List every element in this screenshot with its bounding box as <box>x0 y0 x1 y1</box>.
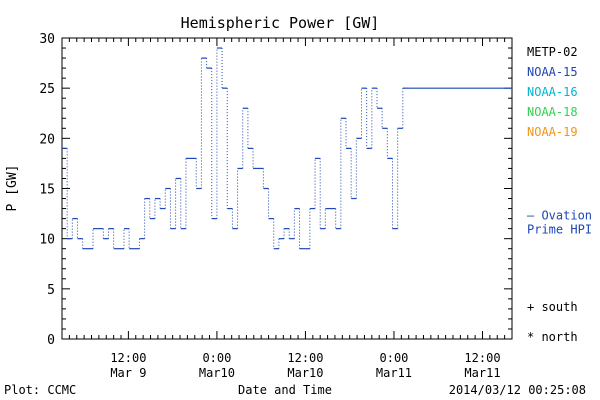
series-name-label: — Ovation <box>527 209 592 223</box>
x-tick-time: 12:00 <box>110 351 146 365</box>
legend-entry: NOAA-19 <box>527 125 578 139</box>
marker-legend: + south * north <box>527 300 578 344</box>
x-tick-time: 0:00 <box>380 351 409 365</box>
y-tick-label: 20 <box>39 132 55 147</box>
x-tick-date: Mar 9 <box>110 366 146 380</box>
x-axis-label: Date and Time <box>238 383 332 397</box>
plot-frame <box>61 37 513 340</box>
plot-timestamp: 2014/03/12 00:25:08 <box>449 383 586 397</box>
legend: METP-02 NOAA-15 NOAA-16 NOAA-18 NOAA-19 <box>527 45 578 139</box>
y-tick-label: 25 <box>39 82 55 97</box>
marker-entry: + south <box>527 300 578 314</box>
y-tick-label: 10 <box>39 233 55 248</box>
marker-entry: * north <box>527 330 578 344</box>
y-tick-label: 15 <box>39 183 55 198</box>
plot-credit: Plot: CCMC <box>4 383 76 397</box>
y-axis: 0 5 10 15 20 25 30 <box>39 32 512 348</box>
series-name-label: Prime HPI <box>527 223 592 237</box>
y-tick-label: 0 <box>47 333 55 348</box>
x-tick-date: Mar10 <box>287 366 323 380</box>
legend-entry: METP-02 <box>527 45 578 59</box>
x-tick-time: 12:00 <box>464 351 500 365</box>
series-ovation-prime-hpi <box>62 47 512 250</box>
y-tick-label: 5 <box>47 283 55 298</box>
y-tick-label: 30 <box>39 32 55 47</box>
x-tick-date: Mar10 <box>199 366 235 380</box>
legend-entry: NOAA-18 <box>527 105 578 119</box>
legend-entry: NOAA-15 <box>527 65 578 79</box>
x-tick-time: 0:00 <box>202 351 231 365</box>
legend-entry: NOAA-16 <box>527 85 578 99</box>
series-group <box>62 47 512 250</box>
x-tick-date: Mar11 <box>464 366 500 380</box>
chart-title: Hemispheric Power [GW] <box>181 14 380 32</box>
x-tick-date: Mar11 <box>376 366 412 380</box>
x-tick-time: 12:00 <box>287 351 323 365</box>
y-axis-label: P [GW] <box>5 165 20 212</box>
